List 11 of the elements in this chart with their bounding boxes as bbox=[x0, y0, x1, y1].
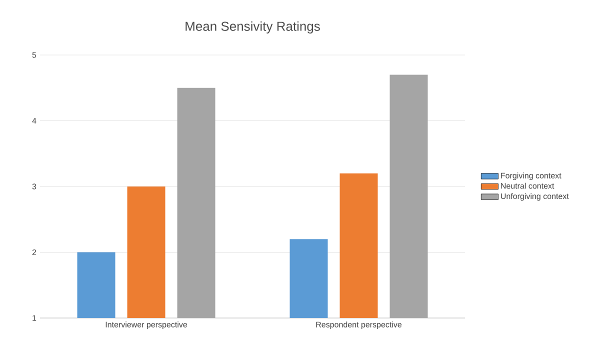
legend-label: Neutral context bbox=[501, 182, 554, 189]
chart-title: Mean Sensivity Ratings bbox=[186, 21, 320, 34]
legend-label: Unforgiving context bbox=[501, 193, 569, 201]
y-tick-label: 1 bbox=[32, 315, 36, 321]
x-tick-label: Interviewer perspective bbox=[106, 322, 188, 329]
y-tick-label: 4 bbox=[32, 118, 36, 124]
y-tick-label: 2 bbox=[32, 249, 36, 256]
y-tick-label: 5 bbox=[32, 52, 36, 58]
y-tick-label: 3 bbox=[32, 184, 36, 190]
x-tick-label: Respondent perspective bbox=[316, 322, 402, 329]
legend-label: Forgiving context bbox=[501, 172, 562, 180]
